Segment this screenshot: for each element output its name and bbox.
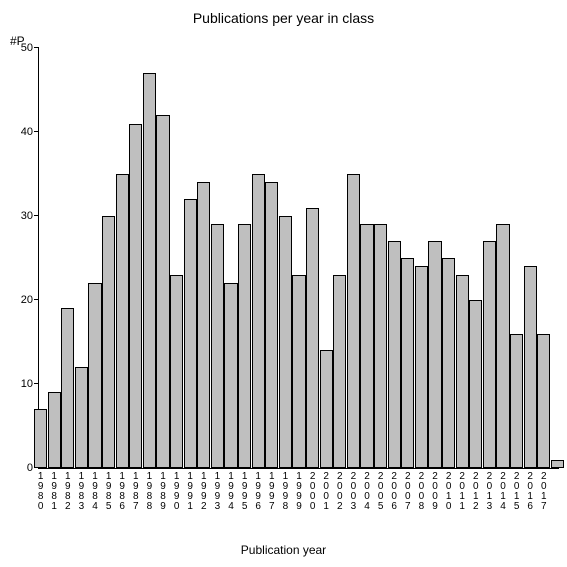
bar [401, 258, 414, 468]
bar [510, 334, 523, 468]
y-tick-mark [34, 299, 39, 300]
x-tick-label: 1998 [280, 468, 290, 512]
x-tick-label: 2000 [308, 468, 318, 512]
bar [265, 182, 278, 468]
x-tick-label: 1995 [240, 468, 250, 512]
y-tick-label: 10 [21, 378, 39, 390]
bar [279, 216, 292, 468]
chart-container: Publications per year in class #P 010203… [0, 0, 567, 567]
bar [129, 124, 142, 468]
bar [456, 275, 469, 468]
bar [320, 350, 333, 468]
x-tick-label: 2006 [389, 468, 399, 512]
x-tick-label: 1985 [104, 468, 114, 512]
plot-area: 0102030405019801981198219831984198519861… [38, 48, 559, 469]
x-tick-label: 1991 [185, 468, 195, 512]
x-tick-label: 2002 [335, 468, 345, 512]
y-tick-label: 40 [21, 126, 39, 138]
bar [143, 73, 156, 468]
bar [496, 224, 509, 468]
bar [524, 266, 537, 468]
x-tick-label: 2008 [416, 468, 426, 512]
x-tick-label: 2013 [484, 468, 494, 512]
bar [61, 308, 74, 468]
bar [48, 392, 61, 468]
x-tick-label: 1996 [253, 468, 263, 512]
bar [292, 275, 305, 468]
bar [347, 174, 360, 468]
x-tick-label: 2003 [348, 468, 358, 512]
x-tick-label: 1986 [117, 468, 127, 512]
bar [333, 275, 346, 468]
x-tick-label: 1980 [36, 468, 46, 512]
bar [156, 115, 169, 468]
x-tick-label: 2011 [457, 468, 467, 512]
x-tick-label: 1989 [158, 468, 168, 512]
y-tick-label: 50 [21, 42, 39, 54]
x-tick-label: 2005 [376, 468, 386, 512]
x-tick-label: 1999 [294, 468, 304, 512]
bar [483, 241, 496, 468]
x-tick-label: 2010 [444, 468, 454, 512]
bar [306, 208, 319, 468]
bar [102, 216, 115, 468]
x-tick-label: 1990 [172, 468, 182, 512]
y-tick-mark [34, 383, 39, 384]
x-tick-label: 2007 [403, 468, 413, 512]
y-tick-label: 20 [21, 294, 39, 306]
bar [252, 174, 265, 468]
bar [88, 283, 101, 468]
bar [374, 224, 387, 468]
x-tick-label: 1988 [144, 468, 154, 512]
bar [116, 174, 129, 468]
x-tick-label: 2015 [512, 468, 522, 512]
bar [415, 266, 428, 468]
bar [428, 241, 441, 468]
bar [360, 224, 373, 468]
chart-title: Publications per year in class [0, 10, 567, 26]
bar [551, 460, 564, 468]
x-tick-label: 2001 [321, 468, 331, 512]
x-tick-label: 1992 [199, 468, 209, 512]
x-tick-label: 2009 [430, 468, 440, 512]
x-axis-label: Publication year [0, 543, 567, 557]
x-tick-label: 1993 [212, 468, 222, 512]
bar [170, 275, 183, 468]
bar [388, 241, 401, 468]
bar [197, 182, 210, 468]
x-tick-label: 2016 [525, 468, 535, 512]
bar [224, 283, 237, 468]
x-tick-label: 1982 [63, 468, 73, 512]
bar [34, 409, 47, 468]
bar [537, 334, 550, 468]
y-tick-label: 30 [21, 210, 39, 222]
x-tick-label: 1994 [226, 468, 236, 512]
x-tick-label: 1987 [131, 468, 141, 512]
x-tick-label: 2004 [362, 468, 372, 512]
x-tick-label: 2012 [471, 468, 481, 512]
x-tick-label: 1981 [49, 468, 59, 512]
x-tick-label: 1983 [76, 468, 86, 512]
bar [442, 258, 455, 468]
bar [469, 300, 482, 468]
y-tick-mark [34, 47, 39, 48]
bar [238, 224, 251, 468]
x-tick-label: 1997 [267, 468, 277, 512]
y-tick-mark [34, 131, 39, 132]
x-tick-label: 2014 [498, 468, 508, 512]
x-tick-label: 2017 [539, 468, 549, 512]
bar [211, 224, 224, 468]
bar [75, 367, 88, 468]
bar [184, 199, 197, 468]
y-tick-mark [34, 215, 39, 216]
x-tick-label: 1984 [90, 468, 100, 512]
